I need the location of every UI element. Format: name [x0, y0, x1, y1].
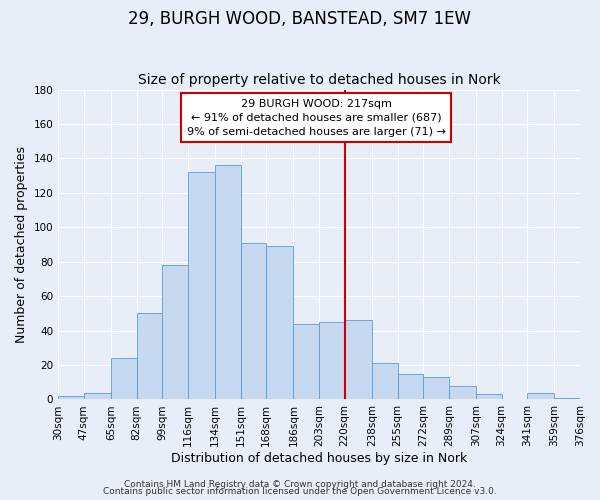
Text: 29 BURGH WOOD: 217sqm
← 91% of detached houses are smaller (687)
9% of semi-deta: 29 BURGH WOOD: 217sqm ← 91% of detached … [187, 99, 446, 137]
Y-axis label: Number of detached properties: Number of detached properties [15, 146, 28, 343]
Text: 29, BURGH WOOD, BANSTEAD, SM7 1EW: 29, BURGH WOOD, BANSTEAD, SM7 1EW [128, 10, 472, 28]
Text: Contains HM Land Registry data © Crown copyright and database right 2024.: Contains HM Land Registry data © Crown c… [124, 480, 476, 489]
Bar [266, 246, 293, 400]
Text: Contains public sector information licensed under the Open Government Licence v3: Contains public sector information licen… [103, 488, 497, 496]
Bar [215, 166, 241, 400]
Bar [111, 358, 137, 400]
Bar [137, 314, 162, 400]
X-axis label: Distribution of detached houses by size in Nork: Distribution of detached houses by size … [171, 452, 467, 465]
Bar [84, 392, 111, 400]
Bar [398, 374, 423, 400]
Bar [293, 324, 319, 400]
Bar [527, 392, 554, 400]
Bar [476, 394, 502, 400]
Bar [241, 243, 266, 400]
Bar [162, 265, 188, 400]
Bar [554, 398, 580, 400]
Bar [188, 172, 215, 400]
Title: Size of property relative to detached houses in Nork: Size of property relative to detached ho… [138, 73, 500, 87]
Bar [423, 377, 449, 400]
Bar [58, 396, 84, 400]
Bar [449, 386, 476, 400]
Bar [319, 322, 345, 400]
Bar [372, 364, 398, 400]
Bar [345, 320, 372, 400]
